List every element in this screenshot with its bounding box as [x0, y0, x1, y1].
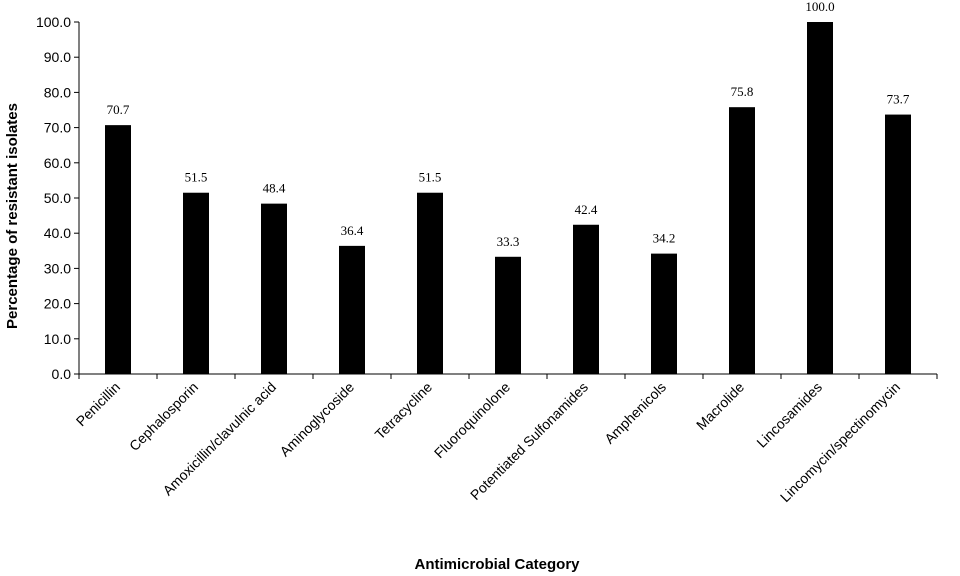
data-labels: 70.7 51.5 48.4 36.4 51.5 33.3 42.4 34.2 75.8 100.…	[107, 0, 910, 249]
y-tick-label: 100.0	[36, 14, 71, 30]
y-axis-ticks: 0.0 10.0 20.0 30.0 40.0 50.0 60.0 70.0 80.0 90.0 1…	[36, 14, 79, 382]
data-label: 70.7	[107, 102, 130, 117]
bar	[807, 22, 833, 374]
category-label: Aminoglycoside	[276, 379, 357, 460]
bar	[573, 224, 599, 374]
category-labels: Penicillin CephalosporinAmoxicillin/clavu…	[73, 379, 903, 505]
data-label: 51.5	[185, 170, 208, 185]
bar	[417, 192, 443, 374]
category-label: Cephalosporin	[126, 379, 201, 454]
data-label: 33.3	[497, 234, 520, 249]
y-tick-label: 70.0	[44, 120, 71, 136]
category-label: Fluoroquinolone	[431, 379, 513, 461]
bar-series	[105, 22, 911, 375]
y-axis-title: Percentage of resistant isolates	[4, 103, 21, 329]
data-label: 34.2	[653, 231, 676, 246]
data-label: 75.8	[731, 84, 754, 99]
category-label: Tetracycline	[372, 379, 436, 443]
data-label: 48.4	[263, 181, 286, 196]
bar	[885, 114, 911, 375]
category-label: Amphenicols	[601, 379, 669, 447]
data-label: 51.5	[419, 170, 442, 185]
axes	[78, 22, 938, 379]
y-tick-label: 0.0	[52, 366, 72, 382]
bar	[105, 125, 131, 374]
y-tick-label: 10.0	[44, 331, 71, 347]
data-label: 36.4	[341, 223, 364, 238]
bar	[651, 253, 677, 374]
bar	[339, 245, 365, 374]
y-tick-label: 30.0	[44, 260, 71, 276]
bar	[729, 107, 755, 375]
data-label: 100.0	[805, 0, 834, 14]
y-tick-label: 60.0	[44, 155, 71, 171]
category-label: Penicillin	[73, 379, 123, 429]
y-tick-label: 50.0	[44, 190, 71, 206]
bar	[261, 203, 287, 374]
bar	[183, 192, 209, 374]
y-tick-label: 40.0	[44, 225, 71, 241]
y-tick-label: 20.0	[44, 296, 71, 312]
data-label: 42.4	[575, 202, 598, 217]
x-axis-title: Antimicrobial Category	[414, 556, 580, 573]
y-tick-label: 90.0	[44, 49, 71, 65]
y-tick-label: 80.0	[44, 84, 71, 100]
category-label: Macrolide	[693, 379, 747, 433]
category-label: Lincosamides	[753, 379, 825, 451]
bar	[495, 256, 521, 374]
data-label: 73.7	[887, 92, 910, 107]
